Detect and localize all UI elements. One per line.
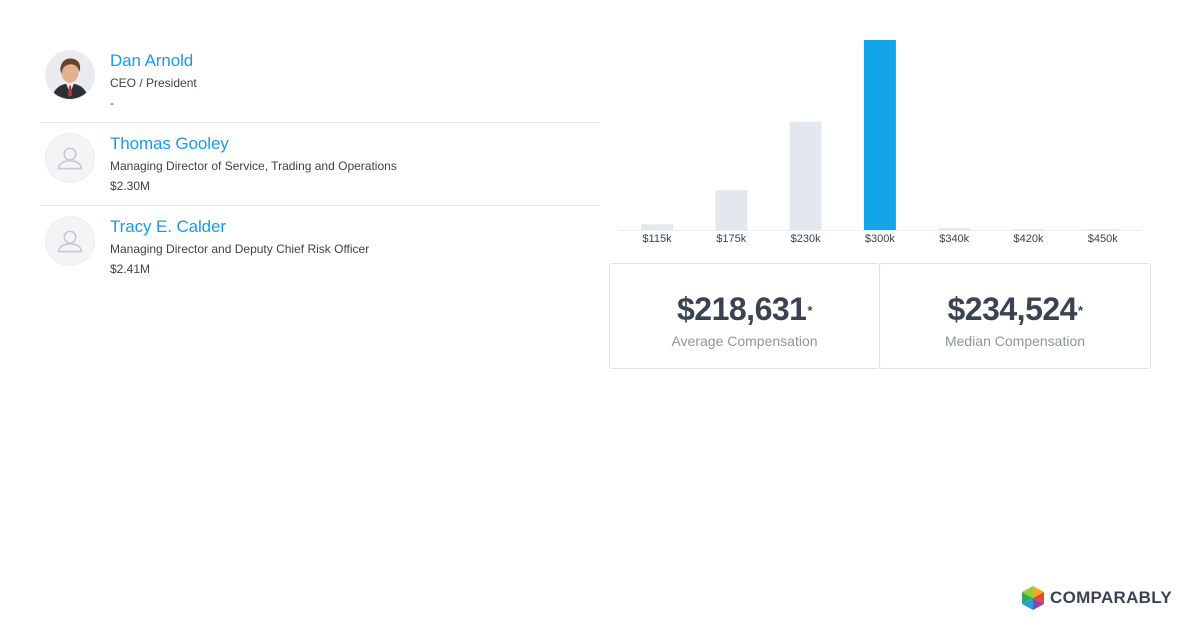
histogram-bar[interactable]	[1086, 229, 1119, 230]
executive-row: Thomas Gooley Managing Director of Servi…	[40, 123, 600, 206]
executive-name-link[interactable]: Tracy E. Calder	[110, 217, 226, 236]
avatar-placeholder[interactable]	[45, 216, 95, 266]
compensation-histogram: $115k $175k $230k $300k $340k $420k $450k	[618, 32, 1142, 250]
executive-name-link[interactable]: Thomas Gooley	[110, 134, 229, 153]
executive-title: Managing Director and Deputy Chief Risk …	[110, 242, 370, 256]
comparably-logo-icon	[1022, 586, 1044, 610]
executive-list: Dan Arnold CEO / President - Thomas Gool…	[40, 40, 600, 289]
x-tick-label: $115k	[642, 233, 672, 245]
executive-info: Thomas Gooley Managing Director of Servi…	[110, 134, 397, 194]
histogram-bar[interactable]	[1012, 229, 1045, 230]
histogram-bar[interactable]	[715, 190, 748, 230]
x-tick-label: $175k	[716, 233, 746, 245]
x-tick-label: $340k	[939, 233, 969, 245]
executive-title: CEO / President	[110, 76, 197, 90]
x-tick-label: $300k	[865, 233, 895, 245]
x-tick-label: $230k	[791, 233, 821, 245]
x-tick-label: $450k	[1088, 233, 1118, 245]
user-placeholder-icon	[46, 217, 94, 265]
executive-pay: -	[110, 96, 114, 110]
x-tick-label: $420k	[1014, 233, 1044, 245]
median-asterisk: *	[1077, 303, 1083, 318]
average-value-text: $218,631	[676, 291, 807, 327]
average-asterisk: *	[807, 303, 813, 318]
average-compensation-label: Average Compensation	[671, 333, 818, 349]
executive-name-link[interactable]: Dan Arnold	[110, 51, 194, 70]
histogram-svg: $115k $175k $230k $300k $340k $420k $450k	[618, 40, 1142, 245]
median-compensation-value: $234,524*	[880, 290, 1150, 328]
histogram-bar[interactable]	[938, 228, 971, 230]
executive-title: Managing Director of Service, Trading an…	[110, 159, 397, 173]
executive-row: Dan Arnold CEO / President -	[40, 40, 600, 123]
median-value-text: $234,524	[947, 291, 1077, 327]
person-photo-icon	[46, 51, 94, 99]
histogram-bar[interactable]	[863, 40, 896, 230]
average-compensation-card: $218,631* Average Compensation	[609, 263, 880, 369]
histogram-bar[interactable]	[789, 121, 822, 230]
executive-row: Tracy E. Calder Managing Director and De…	[40, 206, 600, 289]
user-placeholder-icon	[46, 134, 94, 182]
avatar-placeholder[interactable]	[45, 133, 95, 183]
median-compensation-label: Median Compensation	[944, 333, 1086, 349]
executive-info: Tracy E. Calder Managing Director and De…	[110, 217, 369, 277]
brand-name: COMPARABLY	[1050, 588, 1173, 607]
average-compensation-value: $218,631*	[610, 290, 879, 328]
executive-pay: $2.30M	[110, 179, 151, 193]
executive-pay: $2.41M	[110, 262, 151, 276]
brand-logo[interactable]: COMPARABLY	[1020, 586, 1172, 610]
executive-info: Dan Arnold CEO / President -	[110, 51, 197, 111]
avatar-photo[interactable]	[45, 50, 95, 100]
median-compensation-card: $234,524* Median Compensation	[879, 263, 1151, 369]
histogram-bar[interactable]	[641, 224, 673, 230]
